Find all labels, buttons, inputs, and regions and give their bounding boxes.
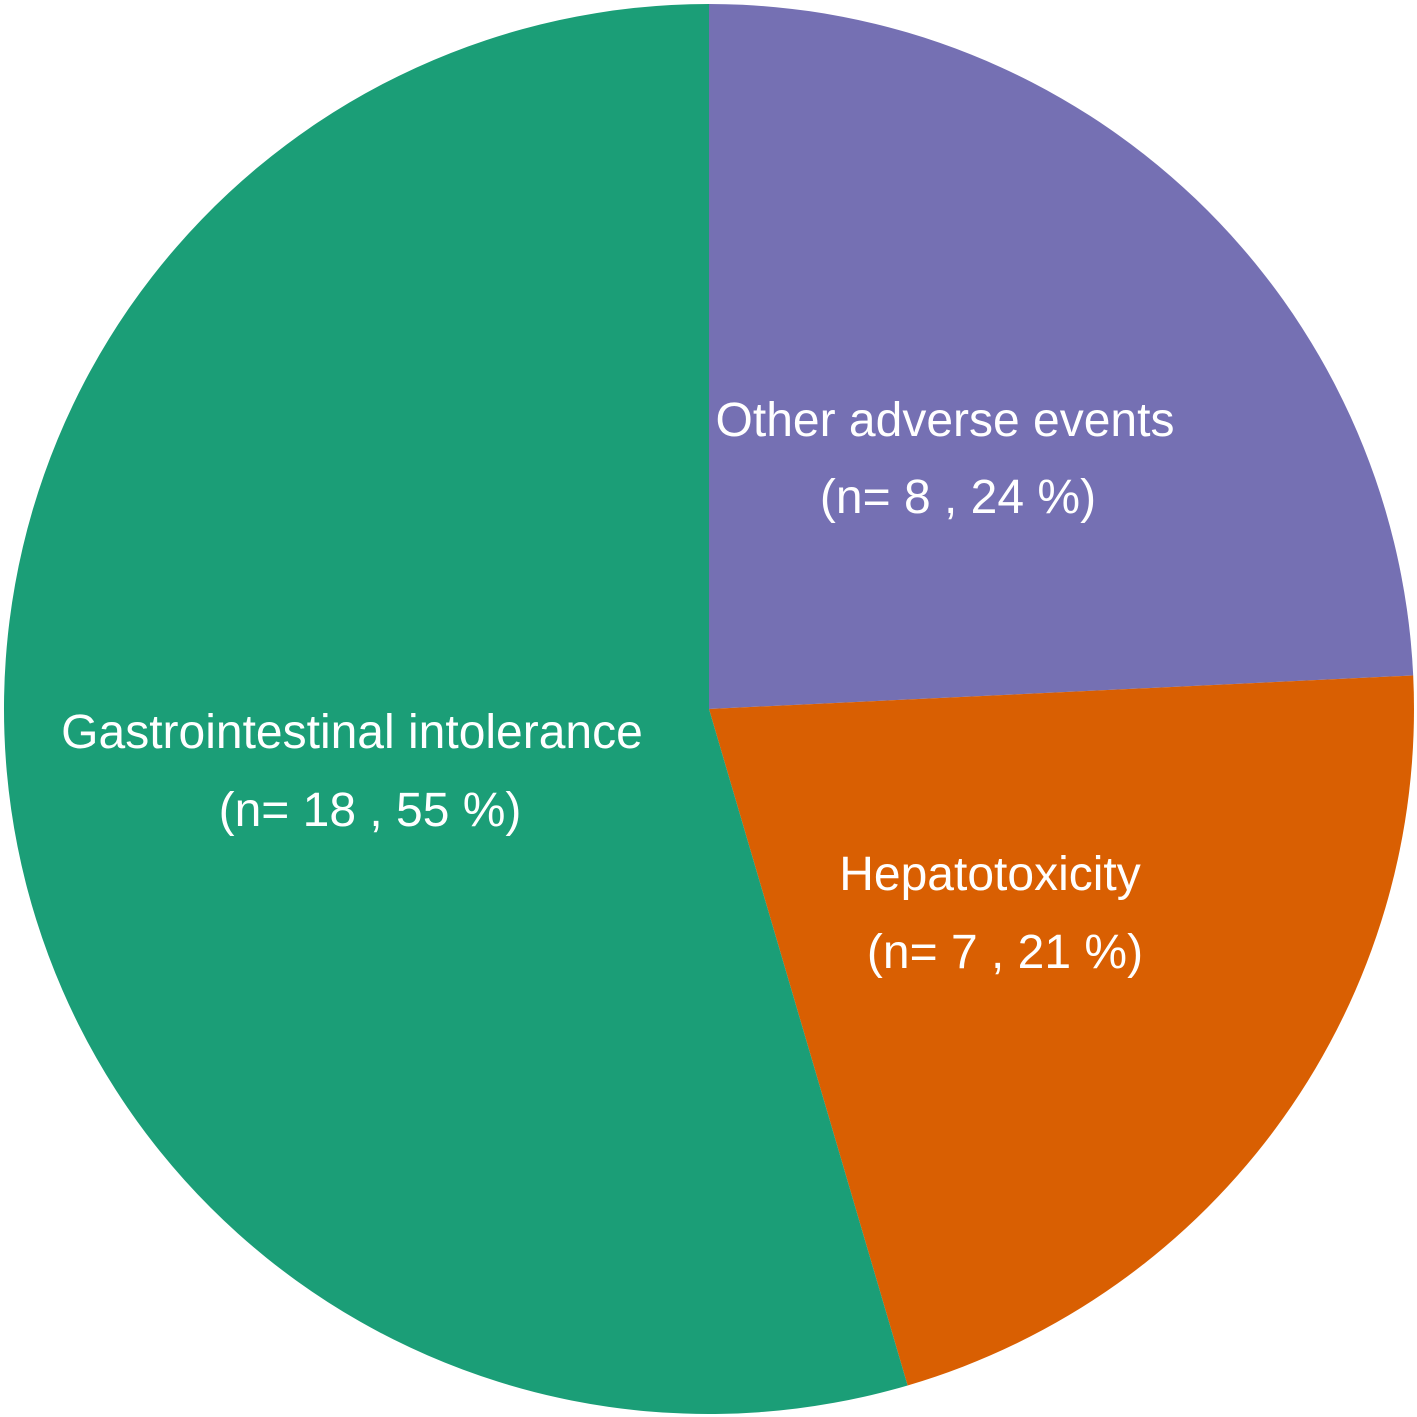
slice-label-hepatotoxicity: Hepatotoxicity	[839, 848, 1140, 901]
slice-label-gastrointestinal-intolerance: Gastrointestinal intolerance	[61, 706, 643, 759]
pie-slices	[3, 3, 1414, 1415]
pie-labels: Other adverse events (n= 8 , 24 %) Hepat…	[61, 394, 1174, 979]
pie-slice-gastrointestinal-intolerance	[3, 3, 908, 1415]
slice-value-other-adverse-events: (n= 8 , 24 %)	[820, 471, 1096, 524]
pie-slice-other-adverse-events	[709, 4, 1414, 709]
slice-label-other-adverse-events: Other adverse events	[716, 394, 1175, 447]
slice-value-gastrointestinal-intolerance: (n= 18 , 55 %)	[219, 784, 522, 837]
slice-value-hepatotoxicity: (n= 7 , 21 %)	[867, 926, 1143, 979]
pie-slice-hepatotoxicity	[709, 675, 1414, 1386]
